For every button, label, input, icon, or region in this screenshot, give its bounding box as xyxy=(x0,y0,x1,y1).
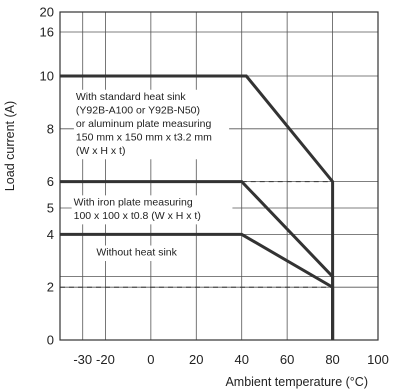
annotation-line: (W x H x t) xyxy=(76,145,126,157)
annotation-line: 150 mm x 150 mm x t3.2 mm xyxy=(76,131,212,143)
annotation-bg xyxy=(73,89,230,160)
x-tick-label: 60 xyxy=(280,352,294,367)
y-tick-label: 4 xyxy=(47,227,54,242)
x-tick-label: 100 xyxy=(367,352,389,367)
y-tick-label: 8 xyxy=(47,121,54,136)
annotation-line: With standard heat sink xyxy=(76,91,186,103)
annotation-line: With iron plate measuring xyxy=(74,196,193,208)
annotation-line: 100 x 100 x t0.8 (W x H x t) xyxy=(74,210,201,222)
y-tick-label: 10 xyxy=(40,69,54,84)
plot-border xyxy=(59,11,379,341)
x-tick-label: 0 xyxy=(147,352,154,367)
y-tick-label: 0 xyxy=(47,333,54,348)
y-tick-label: 16 xyxy=(40,25,54,40)
x-tick-label: 40 xyxy=(234,352,248,367)
annotation-bg xyxy=(94,245,194,262)
annotations: With standard heat sink(Y92B-A100 or Y92… xyxy=(71,89,233,262)
annotation-bg xyxy=(71,195,233,225)
grid xyxy=(60,12,378,340)
x-tick-label: -20 xyxy=(96,352,115,367)
x-tick-label: 20 xyxy=(189,352,203,367)
series-lines xyxy=(60,74,335,340)
x-tick-label: 80 xyxy=(325,352,339,367)
y-tick-label: 5 xyxy=(47,201,54,216)
annotation-line: Without heat sink xyxy=(96,247,177,259)
annotation-line: (Y92B-A100 or Y92B-N50) xyxy=(76,104,200,116)
y-tick-labels: 0 2 4 5 6 8 10 16 20 xyxy=(40,5,54,348)
x-tick-label: -30 xyxy=(73,352,92,367)
y-tick-label: 6 xyxy=(47,174,54,189)
plot-frame xyxy=(59,11,379,341)
y-tick-label: 2 xyxy=(47,280,54,295)
x-tick-labels: -30 -20 0 20 40 60 80 100 xyxy=(73,352,389,367)
reference-lines xyxy=(60,181,333,288)
y-tick-label: 20 xyxy=(40,5,54,20)
series-line-1 xyxy=(60,74,335,340)
annotation-line: or aluminum plate measuring xyxy=(76,118,212,130)
x-axis-label: Ambient temperature (°C) xyxy=(225,375,368,389)
series-line-3 xyxy=(60,232,335,340)
y-axis-label: Load current (A) xyxy=(3,101,17,191)
